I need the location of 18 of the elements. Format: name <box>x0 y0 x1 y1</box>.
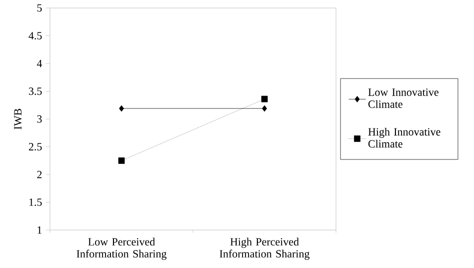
y-tick-label: 5 <box>37 4 42 12</box>
y-tick-label: 2 <box>37 170 42 178</box>
y-tick-label: 3.5 <box>28 88 42 95</box>
y-axis-title: IWB <box>14 108 22 130</box>
legend-label: Low Innovative Climate <box>368 88 438 108</box>
y-tick-label: 4.5 <box>28 32 42 40</box>
point <box>261 96 268 102</box>
point <box>119 105 124 112</box>
y-tick-label: 2.5 <box>28 143 42 150</box>
x-tick-label: High Perceived Information Sharing <box>220 238 310 260</box>
point <box>118 157 125 164</box>
x-tick-label: Low Perceived Information Sharing <box>76 238 167 260</box>
y-tick-label: 4 <box>36 60 42 68</box>
point <box>262 105 267 112</box>
y-tick-label: 1.5 <box>29 198 42 206</box>
y-tick-label: 3 <box>37 115 42 123</box>
legend-label: High Innovative Climate <box>368 128 440 148</box>
y-tick-label: 1 <box>38 226 42 234</box>
